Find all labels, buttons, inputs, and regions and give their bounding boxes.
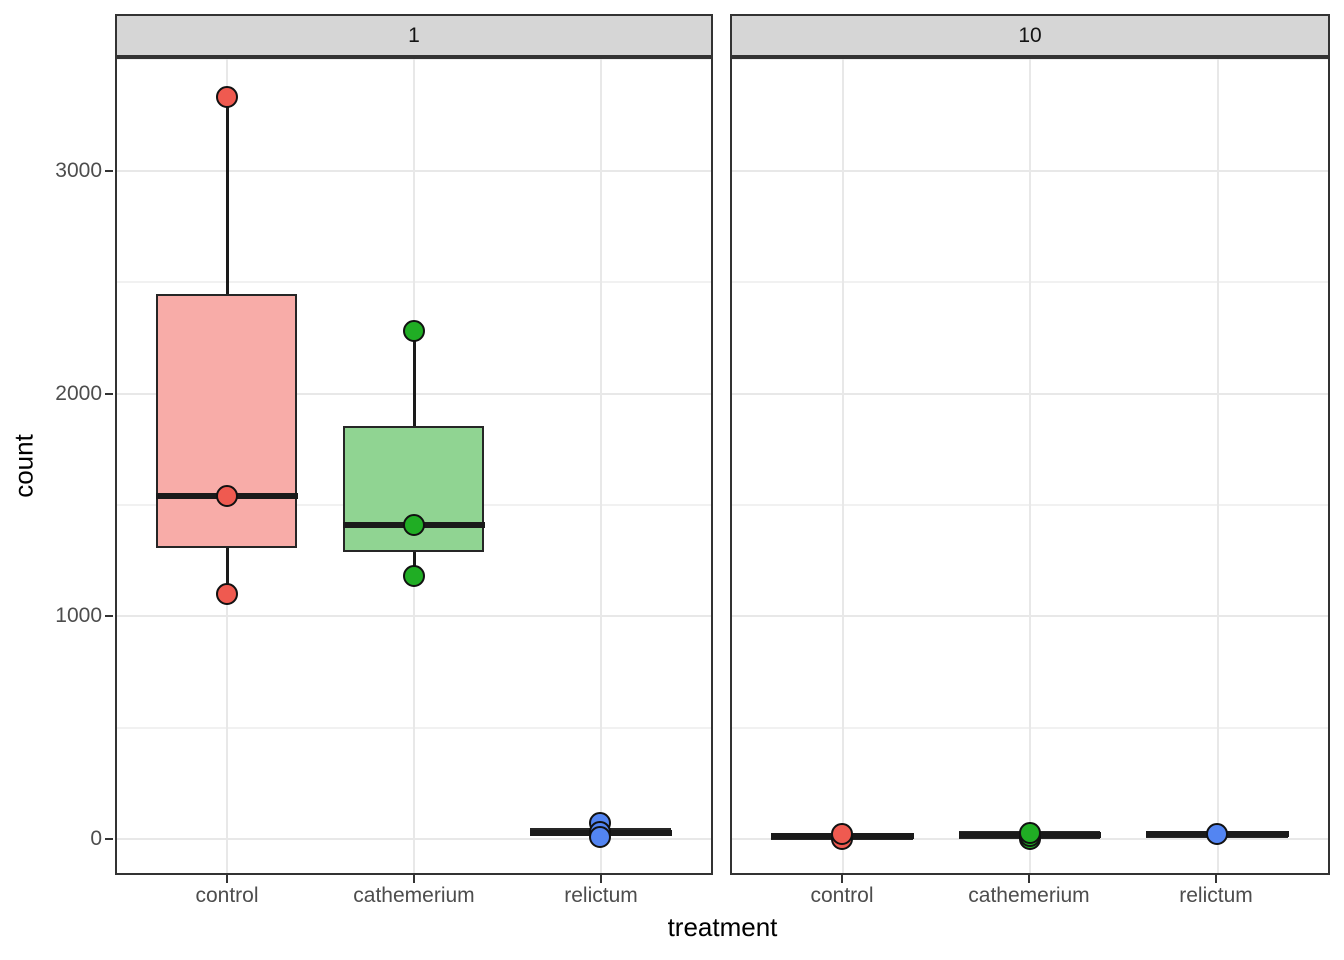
data-point-control xyxy=(215,582,238,605)
data-point-cathemerium xyxy=(1018,821,1041,844)
facet-strip-10: 10 xyxy=(730,14,1330,57)
x-tick-mark xyxy=(226,875,228,883)
y-tick-label-0: 0 xyxy=(90,827,102,850)
gridline-vertical xyxy=(841,57,844,875)
data-point-control xyxy=(831,823,853,846)
y-tick-mark xyxy=(105,170,113,172)
facet-strip-1: 1 xyxy=(115,14,713,57)
data-point-relictum xyxy=(589,825,612,848)
facet-strip-label: 10 xyxy=(1018,23,1042,47)
gridline-vertical xyxy=(1029,57,1031,875)
x-tick-label-relictum: relictum xyxy=(564,884,638,907)
x-tick-mark xyxy=(1028,875,1030,883)
y-tick-label-2000: 2000 xyxy=(55,382,102,405)
facet-strip-label: 1 xyxy=(408,23,420,47)
data-point-cathemerium xyxy=(402,513,425,536)
x-tick-label-control: control xyxy=(195,884,259,907)
data-point-cathemerium xyxy=(402,319,425,342)
data-point-relictum xyxy=(1206,822,1228,845)
x-tick-label-control: control xyxy=(810,884,874,907)
x-tick-mark xyxy=(841,875,843,883)
y-tick-label-3000: 3000 xyxy=(55,159,102,182)
x-tick-label-cathemerium: cathemerium xyxy=(968,884,1090,907)
data-point-control xyxy=(215,484,238,507)
x-tick-mark xyxy=(600,875,602,883)
x-tick-mark xyxy=(1215,875,1217,883)
y-tick-mark xyxy=(105,838,113,840)
y-tick-mark xyxy=(105,393,113,395)
gridline-vertical xyxy=(1216,57,1219,875)
whisker-upper-cathemerium xyxy=(412,331,416,429)
x-tick-label-relictum: relictum xyxy=(1179,884,1253,907)
y-tick-mark xyxy=(105,615,113,617)
whisker-lower-cathemerium xyxy=(412,550,416,577)
gridline-vertical xyxy=(599,57,602,875)
plot-panel-10 xyxy=(730,57,1330,875)
x-tick-label-cathemerium: cathemerium xyxy=(353,884,475,907)
boxplot-box-control xyxy=(156,294,298,548)
x-axis-title: treatment xyxy=(667,912,778,942)
y-tick-label-1000: 1000 xyxy=(55,604,102,627)
x-tick-mark xyxy=(413,875,415,883)
plot-panel-1 xyxy=(115,57,713,875)
data-point-control xyxy=(215,85,238,108)
whisker-lower-control xyxy=(225,546,229,595)
data-point-cathemerium xyxy=(402,564,425,587)
whisker-upper-control xyxy=(225,97,229,297)
y-axis-title: count xyxy=(8,434,39,498)
